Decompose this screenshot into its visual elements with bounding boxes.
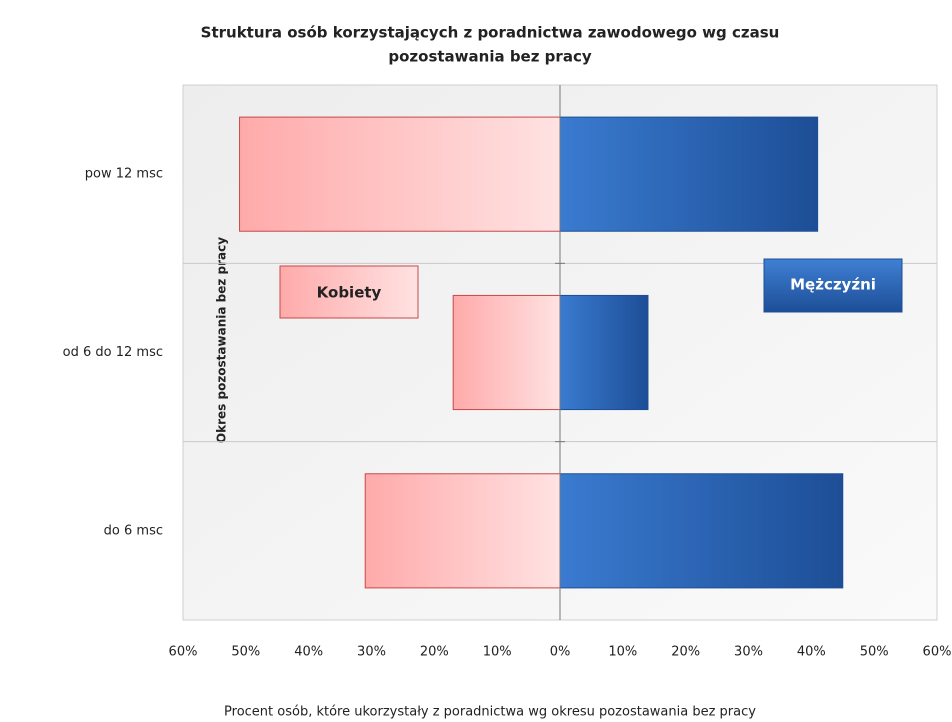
x-tick-label: 30% <box>357 645 386 660</box>
bar <box>452 294 561 411</box>
x-tick-label: 10% <box>483 645 512 660</box>
y-tick-label: od 6 do 12 msc <box>63 345 163 360</box>
x-tick-label: 20% <box>420 645 449 660</box>
bar <box>239 116 561 232</box>
x-tick-label: 60% <box>169 645 198 660</box>
x-tick-label: 50% <box>860 645 889 660</box>
chart-title: pozostawania bez pracy <box>388 48 591 66</box>
y-tick-label: pow 12 msc <box>85 167 163 182</box>
legend-box <box>763 258 903 313</box>
chart-title: Struktura osób korzystających z poradnic… <box>201 24 780 42</box>
x-tick-label: 20% <box>671 645 700 660</box>
legend-label: Kobiety <box>317 284 382 302</box>
bar <box>559 116 819 232</box>
x-tick-label: 30% <box>734 645 763 660</box>
bar <box>559 473 844 589</box>
y-axis-title: Okres pozostawania bez pracy <box>215 237 229 443</box>
legend-box <box>279 265 419 319</box>
x-tick-label: 40% <box>797 645 826 660</box>
x-tick-label: 10% <box>608 645 637 660</box>
x-tick-label: 0% <box>550 645 571 660</box>
x-tick-label: 40% <box>294 645 323 660</box>
x-axis-title: Procent osób, które ukorzystały z poradn… <box>224 705 756 720</box>
bar <box>559 294 649 411</box>
legend-label: Mężczyźni <box>790 276 876 294</box>
x-tick-label: 60% <box>923 645 952 660</box>
y-tick-label: do 6 msc <box>104 523 163 538</box>
x-tick-label: 50% <box>231 645 260 660</box>
bar <box>364 473 561 589</box>
